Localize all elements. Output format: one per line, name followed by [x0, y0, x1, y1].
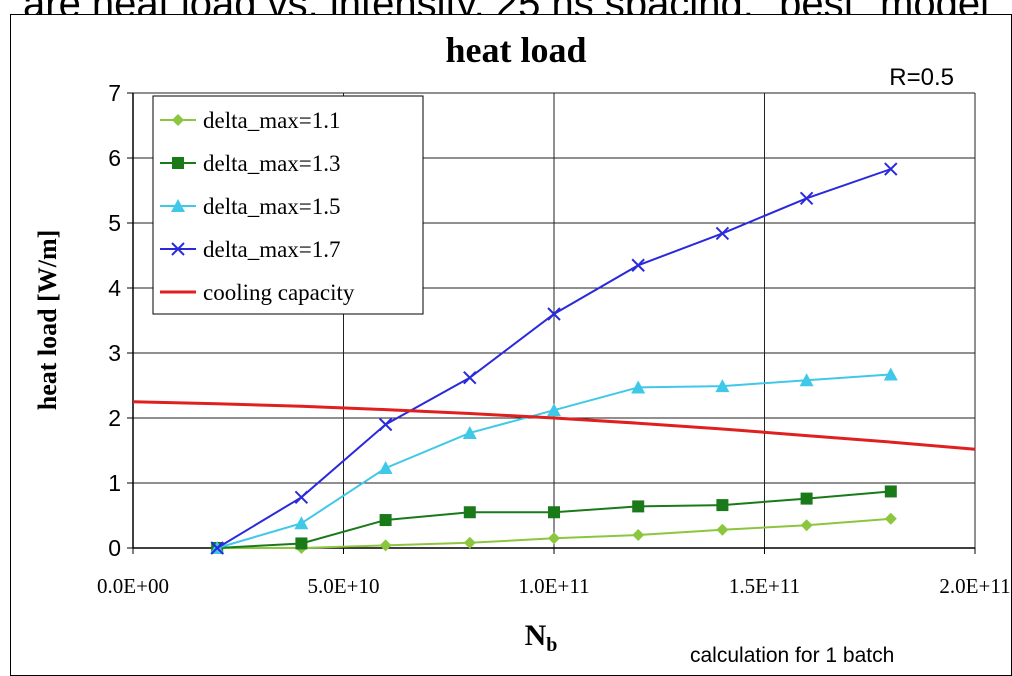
chart-subtitle: R=0.5 [889, 64, 954, 91]
data-point [632, 529, 645, 541]
data-point [716, 499, 729, 512]
x-axis-label-main: N [525, 619, 547, 652]
data-point [463, 370, 477, 385]
data-point [800, 492, 813, 505]
data-point [548, 532, 560, 545]
legend-label: delta_max=1.3 [203, 151, 341, 176]
legend-marker [172, 157, 184, 169]
data-point [631, 258, 645, 272]
data-point [294, 490, 309, 505]
legend-item: delta_max=1.5 [160, 194, 341, 219]
x-tick-label: 0.0E+00 [97, 574, 169, 598]
data-point [883, 367, 898, 381]
x-axis-label: Nb [525, 619, 558, 656]
data-point [295, 537, 308, 550]
x-tick-label: 1.0E+11 [518, 574, 589, 598]
x-tick-label: 5.0E+10 [308, 574, 380, 598]
data-point [715, 379, 730, 393]
data-point [547, 307, 561, 321]
data-point [379, 514, 392, 527]
legend-marker [172, 114, 184, 126]
legend: delta_max=1.1 delta_max=1.3 delta_max=1.5d… [152, 95, 424, 315]
series-3 [210, 162, 898, 555]
y-tick-label: 0 [108, 535, 121, 561]
data-point [799, 191, 814, 206]
data-point [294, 516, 309, 530]
y-tick-label: 4 [108, 275, 121, 301]
x-axis-label-subscript: b [546, 634, 557, 656]
y-tick-label: 7 [108, 80, 121, 106]
legend-label: delta_max=1.5 [203, 194, 341, 219]
data-point [463, 506, 476, 519]
axes: 0 1 2 3 4 5 6 7 0.0E+00 5.0E+10 1.0E+11 1.5E+11 2.0E… [97, 80, 1011, 598]
legend-item: cooling capacity [160, 280, 355, 305]
data-point [884, 162, 898, 176]
data-point [800, 519, 813, 532]
legend-marker [171, 199, 185, 212]
data-point [884, 485, 897, 498]
chart-title: heat load [445, 30, 586, 70]
data-point [210, 541, 224, 555]
data-point [379, 539, 392, 552]
series-1 [211, 485, 897, 554]
x-tick-label: 1.5E+11 [729, 574, 800, 598]
data-point [799, 373, 814, 387]
y-tick-label: 3 [108, 340, 121, 366]
data-point [547, 403, 561, 417]
y-tick-label: 5 [108, 210, 121, 236]
legend-label: delta_max=1.1 [203, 108, 341, 133]
footnote: calculation for 1 batch [690, 644, 894, 663]
series-lines [132, 162, 976, 555]
legend-marker [171, 242, 185, 256]
legend-box [152, 95, 424, 315]
legend-item: delta_max=1.3 [160, 151, 341, 176]
x-tick-label: 2.0E+11 [939, 574, 1010, 598]
series-line [132, 400, 976, 451]
data-point [548, 506, 560, 519]
data-point [378, 417, 393, 432]
data-point [884, 512, 897, 525]
data-point [631, 380, 646, 394]
legend-item: delta_max=1.1 [160, 108, 341, 133]
legend-item: delta_max=1.7 [160, 237, 341, 262]
y-axis-label: heat load [W/m] [33, 230, 62, 411]
legend-label: delta_max=1.7 [203, 237, 341, 262]
y-tick-label: 1 [108, 470, 121, 496]
data-point [463, 536, 476, 549]
y-tick-label: 6 [108, 145, 121, 171]
data-point [716, 523, 729, 536]
legend-label: cooling capacity [203, 280, 355, 305]
data-point [715, 226, 730, 241]
data-point [632, 500, 645, 513]
data-point [462, 425, 477, 439]
series-4 [132, 400, 976, 451]
data-point [378, 461, 393, 475]
y-tick-label: 2 [108, 405, 121, 431]
